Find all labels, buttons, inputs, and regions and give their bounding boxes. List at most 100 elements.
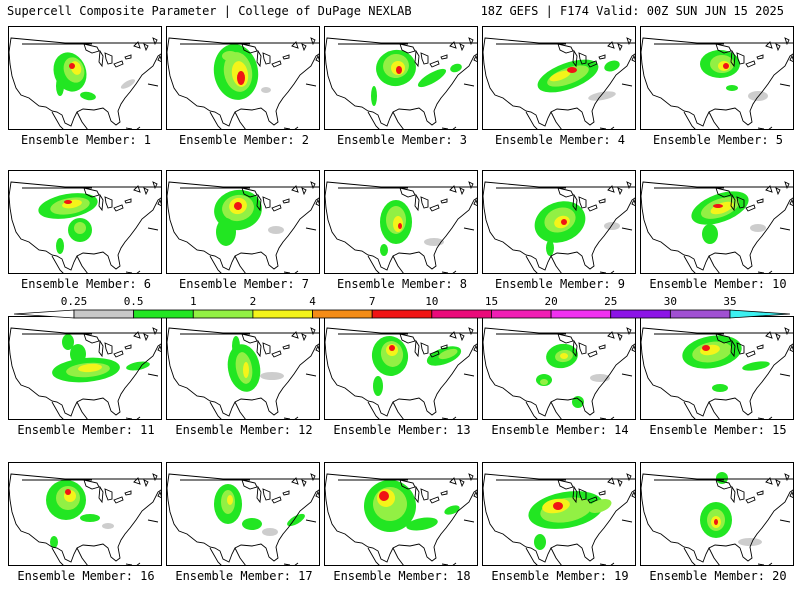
great-lake-outline: [291, 185, 299, 193]
ensemble-panel-18: Ensemble Member: 18: [324, 462, 478, 594]
ensemble-member-label: Ensemble Member: 4: [494, 133, 626, 147]
great-lake-outline: [617, 479, 623, 488]
great-lake-outline: [578, 196, 587, 209]
us-map: [640, 26, 794, 130]
coastline: [51, 519, 159, 566]
ensemble-panel-8: Ensemble Member: 8: [324, 170, 478, 302]
ensemble-member-label: Ensemble Member: 18: [333, 569, 471, 583]
great-lake-outline: [301, 333, 307, 342]
scp-field-contour: [242, 518, 262, 530]
great-lake-outline: [83, 43, 100, 54]
scp-field-contour: [534, 534, 546, 550]
scp-field-contour: [398, 223, 402, 229]
ensemble-panel-11: Ensemble Member: 11: [8, 316, 162, 448]
great-lake-outline: [291, 41, 299, 49]
great-lake-outline: [152, 37, 158, 46]
great-lake-outline: [133, 331, 141, 339]
us-map: [324, 170, 478, 274]
great-lake-outline: [756, 54, 764, 60]
great-lake-outline: [459, 479, 465, 488]
scp-field-contour: [74, 222, 86, 234]
great-lake-outline: [399, 333, 416, 344]
colorbar-segment: [371, 309, 433, 319]
scp-map: [8, 316, 162, 420]
scp-field-contour: [710, 201, 734, 215]
great-lake-outline: [745, 204, 756, 212]
great-lake-outline: [414, 49, 420, 68]
great-lake-outline: [262, 196, 271, 209]
scp-field-contour: [70, 344, 86, 364]
ensemble-panel-3: Ensemble Member: 3: [324, 26, 478, 158]
map-frame: [482, 170, 636, 274]
great-lake-outline: [133, 185, 141, 193]
great-lake-outline: [745, 350, 756, 358]
colorbar-segment: [610, 309, 671, 319]
great-lake-outline: [572, 339, 578, 358]
ensemble-panel-2: Ensemble Member: 2: [166, 26, 320, 158]
great-lake-outline: [414, 193, 420, 212]
us-outline: [166, 181, 320, 271]
great-lake-outline: [775, 479, 781, 488]
great-lake-outline: [143, 43, 149, 52]
scp-field-contour: [216, 218, 236, 246]
great-lake-outline: [104, 342, 113, 355]
great-lake-outline: [730, 193, 736, 212]
great-lake-outline: [784, 37, 790, 46]
great-lake-outline: [607, 185, 615, 193]
great-lake-outline: [133, 477, 141, 485]
great-lake-outline: [98, 339, 104, 358]
scp-field-contour: [379, 491, 389, 501]
great-lake-outline: [607, 41, 615, 49]
scp-field-contour: [438, 348, 458, 360]
us-outline: [482, 473, 636, 563]
ensemble-panel-20: Ensemble Member: 20: [640, 462, 794, 594]
scp-map: [640, 462, 794, 566]
ensemble-panel-13: Ensemble Member: 13: [324, 316, 478, 448]
us-map: [8, 316, 162, 420]
scp-map: [166, 170, 320, 274]
scp-field-contour: [389, 345, 395, 351]
great-lake-outline: [399, 187, 416, 198]
great-lake-outline: [241, 43, 258, 54]
great-lake-outline: [440, 54, 448, 60]
great-lake-outline: [113, 496, 124, 504]
scp-field-contour: [712, 384, 728, 392]
great-lake-outline: [449, 477, 457, 485]
scp-field-contour: [561, 219, 567, 225]
us-outline: [8, 327, 162, 417]
great-lake-outline: [775, 43, 781, 52]
us-map: [166, 316, 320, 420]
coastline: [367, 83, 475, 130]
great-lake-outline: [784, 327, 790, 336]
great-lake-outline: [83, 333, 100, 344]
colorbar-tick-label: 4: [309, 295, 316, 308]
great-lake-outline: [262, 52, 271, 65]
great-lake-outline: [587, 350, 598, 358]
coastline: [525, 227, 633, 274]
scp-field-contour: [237, 71, 245, 85]
scp-map: [482, 462, 636, 566]
great-lake-outline: [429, 60, 440, 68]
great-lake-outline: [765, 331, 773, 339]
great-lake-outline: [557, 187, 574, 198]
scp-field-contour: [553, 502, 563, 510]
scp-field-contour: [540, 379, 548, 385]
map-frame: [166, 26, 320, 130]
great-lake-outline: [617, 333, 623, 342]
great-lake-outline: [113, 350, 124, 358]
us-outline: [8, 473, 162, 563]
great-lake-outline: [440, 198, 448, 204]
great-lake-outline: [282, 490, 290, 496]
ensemble-member-label: Ensemble Member: 12: [175, 423, 313, 437]
colorbar-legend: 0.25 0.5 1 2 4 7 10 15 20 25 30 35: [13, 295, 791, 320]
scp-map: [166, 462, 320, 566]
great-lake-outline: [756, 344, 764, 350]
scp-field-contour: [588, 91, 616, 101]
great-lake-outline: [310, 473, 316, 482]
great-lake-outline: [113, 204, 124, 212]
great-lake-outline: [626, 473, 632, 482]
scp-map: [324, 462, 478, 566]
scp-map: [8, 170, 162, 274]
great-lake-outline: [291, 477, 299, 485]
scp-field-contour: [742, 361, 770, 371]
